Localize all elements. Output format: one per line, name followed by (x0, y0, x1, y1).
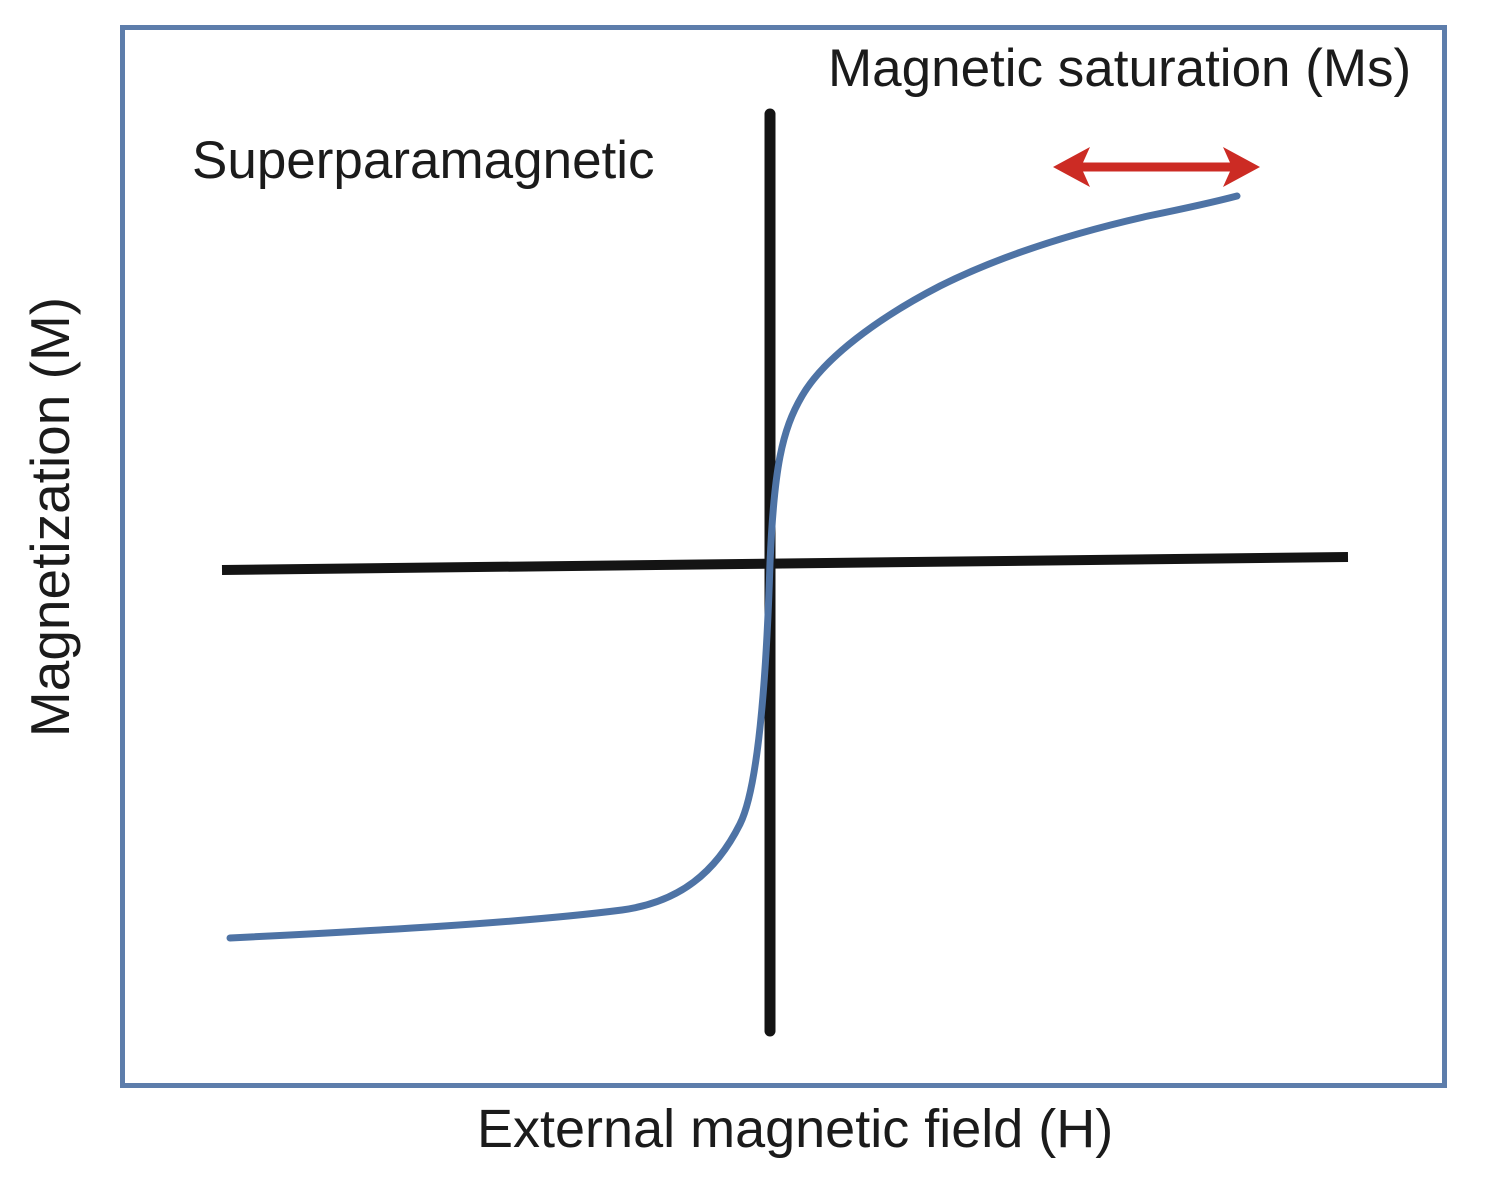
magnetization-curve (226, 192, 1241, 942)
saturation-arrow-left-head (1053, 147, 1090, 187)
saturation-range-arrow-icon (1053, 147, 1260, 187)
saturation-arrow-right-head (1223, 147, 1260, 187)
superparamagnetic-label: Superparamagnetic (192, 131, 655, 190)
x-axis-line (221, 552, 1349, 575)
magnetic-saturation-label: Magnetic saturation (Ms) (828, 39, 1412, 98)
y-axis-label: Magnetization (M) (18, 296, 81, 738)
x-axis-label: External magnetic field (H) (477, 1099, 1114, 1159)
